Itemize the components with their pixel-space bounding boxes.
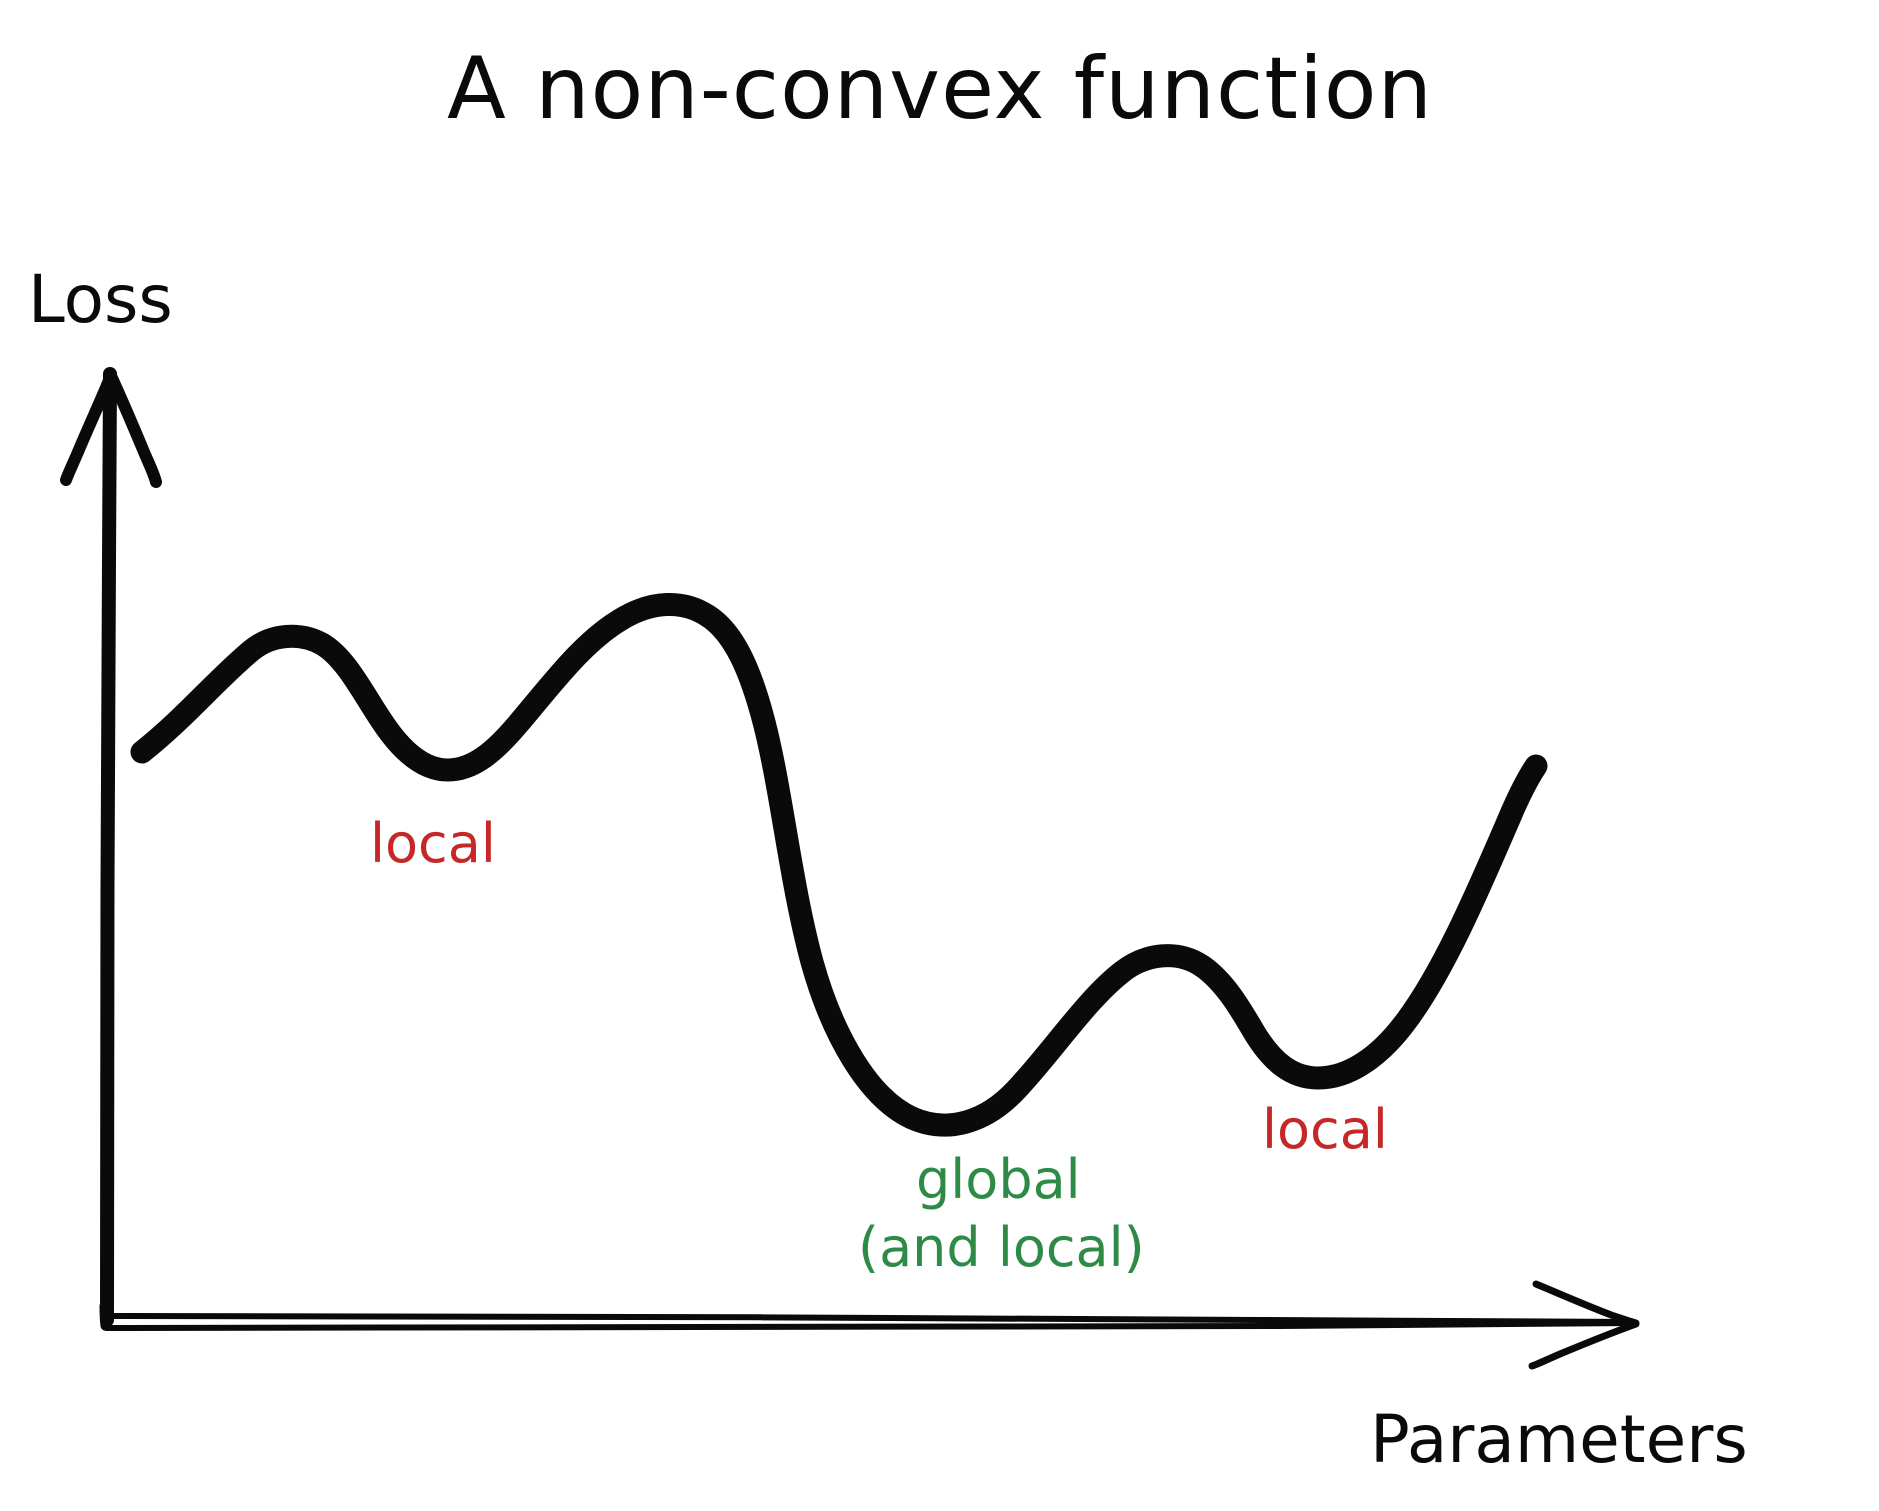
page-title: A non-convex function <box>447 39 1433 139</box>
up-arrow-icon <box>103 367 117 381</box>
x-axis-arrow-barb-upper <box>1532 1280 1640 1327</box>
y-axis-arrow-barb-left <box>60 372 116 486</box>
y-axis <box>60 367 162 1327</box>
y-axis-line <box>99 369 117 1327</box>
loss-curve <box>130 593 1548 1137</box>
y-axis-label: Loss <box>28 261 173 338</box>
annotation-global-line2: (and local) <box>858 1216 1145 1279</box>
x-axis-arrow-barb-lower <box>1528 1320 1640 1370</box>
annotation-local-right: local <box>1262 1098 1388 1161</box>
origin-tick <box>99 1301 110 1331</box>
annotation-local-left: local <box>370 812 496 875</box>
x-axis-line-upper <box>101 1312 1637 1325</box>
x-axis-line-lower <box>103 1320 1637 1331</box>
x-axis-label: Parameters <box>1370 1401 1748 1478</box>
annotation-global-line1: global <box>916 1148 1081 1211</box>
x-axis <box>99 1280 1640 1370</box>
y-axis-arrow-barb-right <box>106 372 162 488</box>
